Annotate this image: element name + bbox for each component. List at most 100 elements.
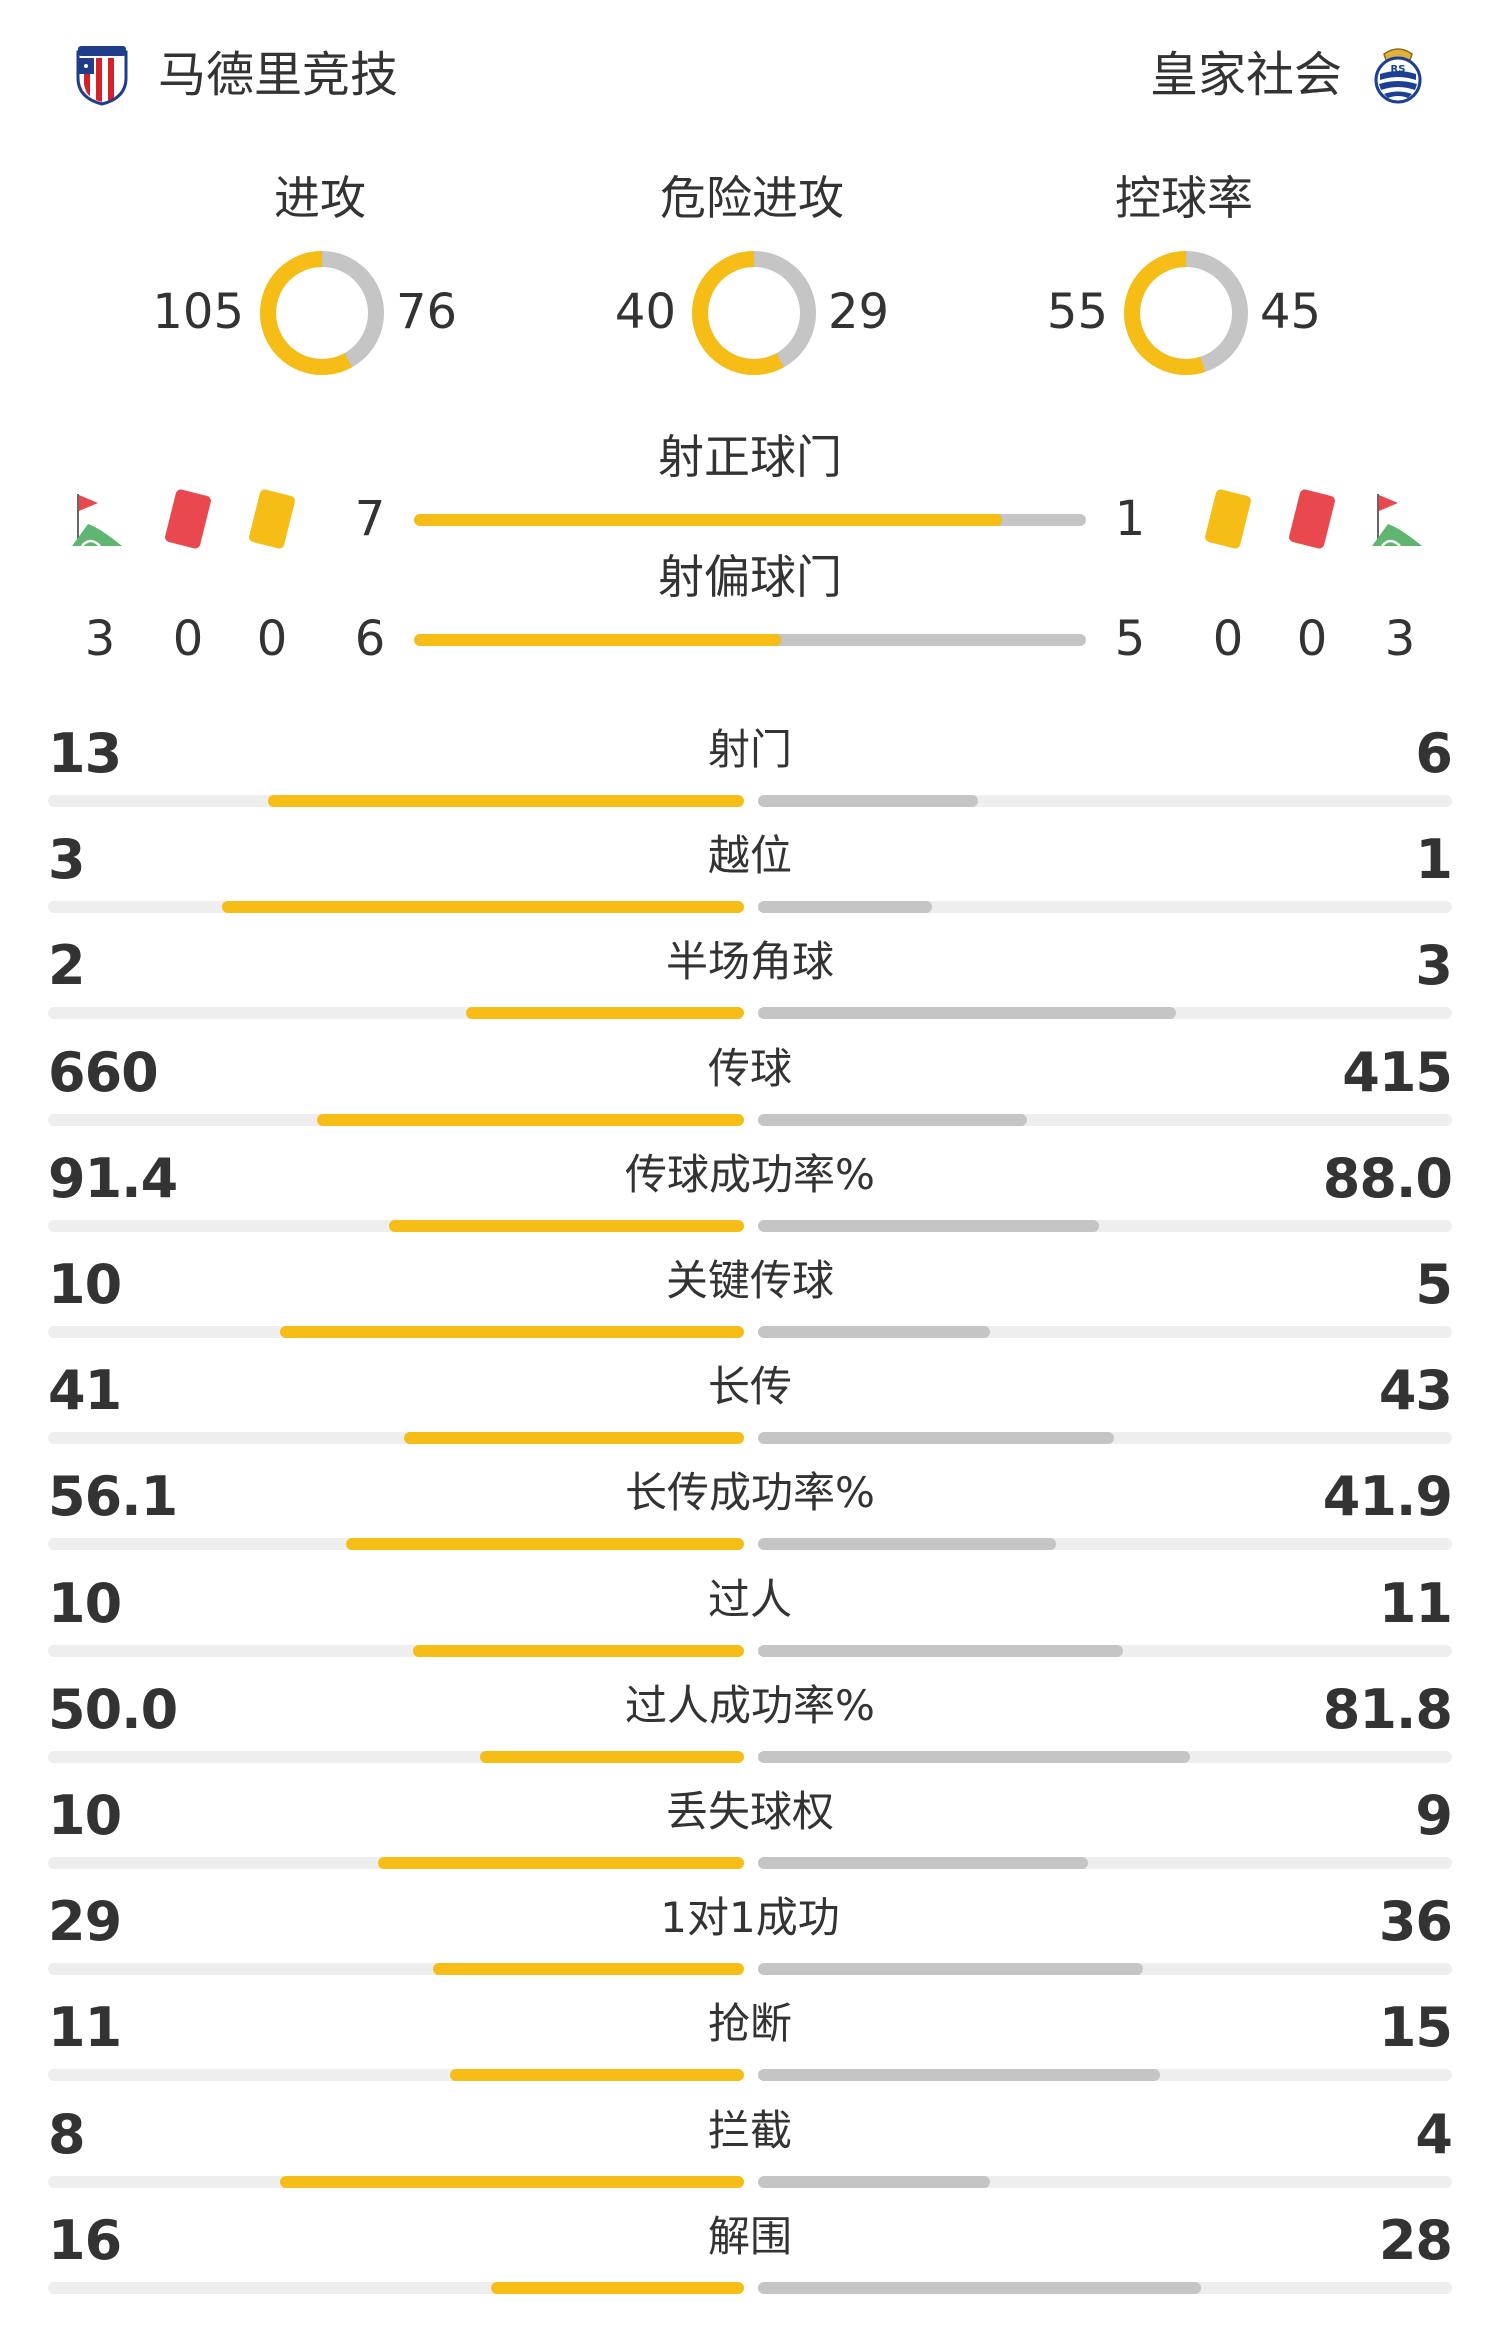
stat-away-value: 43 [1378,1359,1453,1422]
stat-home-value: 91.4 [48,1147,178,1210]
stat-home-value: 41 [48,1359,122,1422]
stat-home-bar [280,1326,744,1338]
possession-donut-chart [1124,251,1248,375]
stat-away-bar [758,1114,1027,1126]
atletico-madrid-crest-icon [74,44,130,106]
stat-home-value: 29 [48,1890,122,1953]
stat-home-bar [450,2069,744,2081]
stat-away-value: 28 [1378,2209,1453,2272]
stat-home-bar [346,1538,744,1550]
stat-away-bar [758,1963,1143,1975]
red-card-icon [1282,488,1342,552]
stat-label: 过人 [707,1575,792,1624]
stat-row: 56.1 长传成功率% 41.9 [48,1458,1453,1564]
attack-home-value: 105 [152,284,244,340]
stat-away-bar [758,2176,990,2188]
dangerous-attack-donut-block: 危险进攻 40 29 [522,165,982,405]
stat-away-bar [758,1432,1114,1444]
stat-home-value: 11 [48,1996,122,2059]
stat-row: 29 1对1成功 36 [48,1883,1453,1989]
attack-away-value: 76 [396,284,458,340]
stat-label: 传球 [707,1044,792,1093]
stat-row: 660 传球 415 [48,1034,1453,1140]
stat-away-bar [758,1007,1176,1019]
stat-away-value: 415 [1342,1041,1453,1104]
stat-row: 91.4 传球成功率% 88.0 [48,1140,1453,1246]
dangerous-attack-home-arc [692,251,816,375]
shots-on-target-bar [414,514,1086,526]
stat-away-value: 81.8 [1322,1678,1453,1741]
stat-away-bar [758,2282,1201,2294]
possession-home-value: 55 [1046,284,1108,340]
stat-home-bar [433,1963,744,1975]
stat-label: 拦截 [707,2106,792,2155]
possession-donut-block: 控球率 55 45 [954,165,1414,405]
stat-away-bar [758,1751,1190,1763]
stat-home-value: 50.0 [48,1678,178,1741]
dangerous-attack-donut-chart [692,251,816,375]
corner-flag-icon [1370,488,1430,552]
attack-donut-chart [260,251,384,375]
attack-title: 进攻 [274,171,366,225]
home-yellow-cards-count: 0 [256,611,288,667]
stat-home-value: 10 [48,1784,122,1847]
away-shots-off-target: 5 [1114,611,1146,667]
stat-row: 11 抢断 15 [48,1989,1453,2095]
stat-label: 越位 [707,831,792,880]
dangerous-attack-title: 危险进攻 [660,171,844,225]
stat-home-value: 10 [48,1253,122,1316]
stat-home-value: 2 [48,934,86,997]
stat-away-bar [758,1645,1123,1657]
stat-away-value: 1 [1415,828,1453,891]
stat-away-value: 5 [1415,1253,1453,1316]
stat-home-bar [317,1114,744,1126]
stat-away-value: 11 [1378,1572,1453,1635]
home-shots-on-target: 7 [354,491,386,547]
stat-away-value: 9 [1415,1784,1453,1847]
stat-row: 10 过人 11 [48,1565,1453,1671]
away-corners-count: 3 [1384,611,1416,667]
stat-home-bar [404,1432,744,1444]
home-corners-count: 3 [84,611,116,667]
stat-home-value: 13 [48,722,122,785]
stat-away-bar [758,1220,1099,1232]
stat-home-value: 16 [48,2209,122,2272]
away-red-cards-count: 0 [1296,611,1328,667]
stat-row: 13 射门 6 [48,715,1453,821]
away-team-name[interactable]: 皇家社会 [1149,47,1342,103]
shots-off-target-home-fill [414,634,781,646]
stat-label: 长传 [707,1362,792,1411]
attack-donut-block: 进攻 105 76 [90,165,550,405]
stat-away-value: 4 [1415,2103,1453,2166]
stat-home-bar [378,1857,744,1869]
stat-home-value: 3 [48,828,86,891]
shots-off-target-bar [414,634,1086,646]
dangerous-attack-away-value: 29 [828,284,890,340]
home-team-name[interactable]: 马德里竞技 [158,47,399,103]
away-yellow-cards-count: 0 [1212,611,1244,667]
svg-text:RS: RS [1391,64,1406,75]
stat-label: 长传成功率% [625,1468,875,1517]
stat-label: 1对1成功 [660,1893,840,1942]
stat-label: 抢断 [707,1999,792,2048]
red-card-icon [158,488,218,552]
stat-away-value: 36 [1378,1890,1453,1953]
stat-away-bar [758,1326,990,1338]
real-sociedad-crest-icon: RS [1370,44,1426,106]
stat-away-value: 15 [1378,1996,1453,2059]
shots-on-target-title: 射正球门 [658,430,842,484]
stat-row: 41 长传 43 [48,1352,1453,1458]
stat-away-bar [758,1538,1056,1550]
stat-home-bar [466,1007,744,1019]
stat-home-bar [280,2176,744,2188]
stat-away-value: 41.9 [1322,1465,1453,1528]
stat-home-bar [413,1645,744,1657]
stat-home-bar [491,2282,744,2294]
stat-row: 2 半场角球 3 [48,927,1453,1033]
yellow-card-icon [242,488,302,552]
stat-label: 丢失球权 [665,1787,834,1836]
stat-away-bar [758,2069,1160,2081]
stat-home-bar [268,795,744,807]
stat-away-value: 88.0 [1322,1147,1453,1210]
corner-flag-icon [70,488,130,552]
